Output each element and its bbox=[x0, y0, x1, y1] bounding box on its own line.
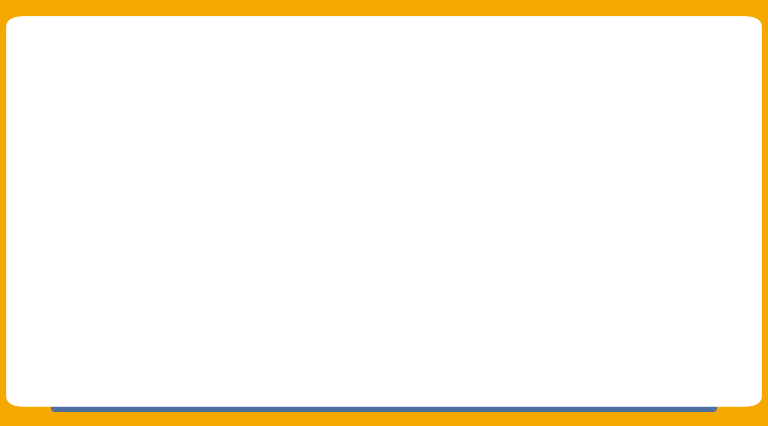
FancyBboxPatch shape bbox=[51, 366, 717, 412]
Text: $R_t$: $R_t$ bbox=[625, 145, 645, 164]
Text: $V_{in}$: $V_{in}$ bbox=[695, 126, 722, 147]
Text: Voltage Divider Rule: Voltage Divider Rule bbox=[200, 21, 568, 52]
Text: $V_x$: $V_x$ bbox=[560, 126, 584, 147]
Text: www.electricalandelectronicsengineering.com: www.electricalandelectronicsengineering.… bbox=[230, 383, 538, 396]
FancyBboxPatch shape bbox=[533, 219, 712, 248]
Text: $R_x$: $R_x$ bbox=[390, 158, 408, 175]
Text: www.electricalandelectronicsengineering.com: www.electricalandelectronicsengineering.… bbox=[313, 201, 467, 302]
Text: Here: Here bbox=[490, 227, 528, 242]
Text: $R_1$: $R_1$ bbox=[342, 43, 359, 59]
Text: $V_x$: $V_x$ bbox=[448, 158, 465, 175]
Text: The voltage dropped across
a series resistor is directly
proportional to its
mag: The voltage dropped across a series resi… bbox=[18, 72, 198, 248]
Text: $R_x$: $R_x$ bbox=[624, 109, 646, 129]
Text: $R_t\ =\ R_1\ +\ R_x$: $R_t\ =\ R_1\ +\ R_x$ bbox=[573, 225, 673, 242]
Text: $V_{in}$: $V_{in}$ bbox=[298, 155, 318, 171]
Text: $*$: $*$ bbox=[662, 127, 674, 147]
Text: $R_t$ $=$ $Sum\ of\ all\ resistances$: $R_t$ $=$ $Sum\ of\ all\ resistances$ bbox=[490, 193, 665, 210]
Text: $=$: $=$ bbox=[588, 127, 608, 146]
